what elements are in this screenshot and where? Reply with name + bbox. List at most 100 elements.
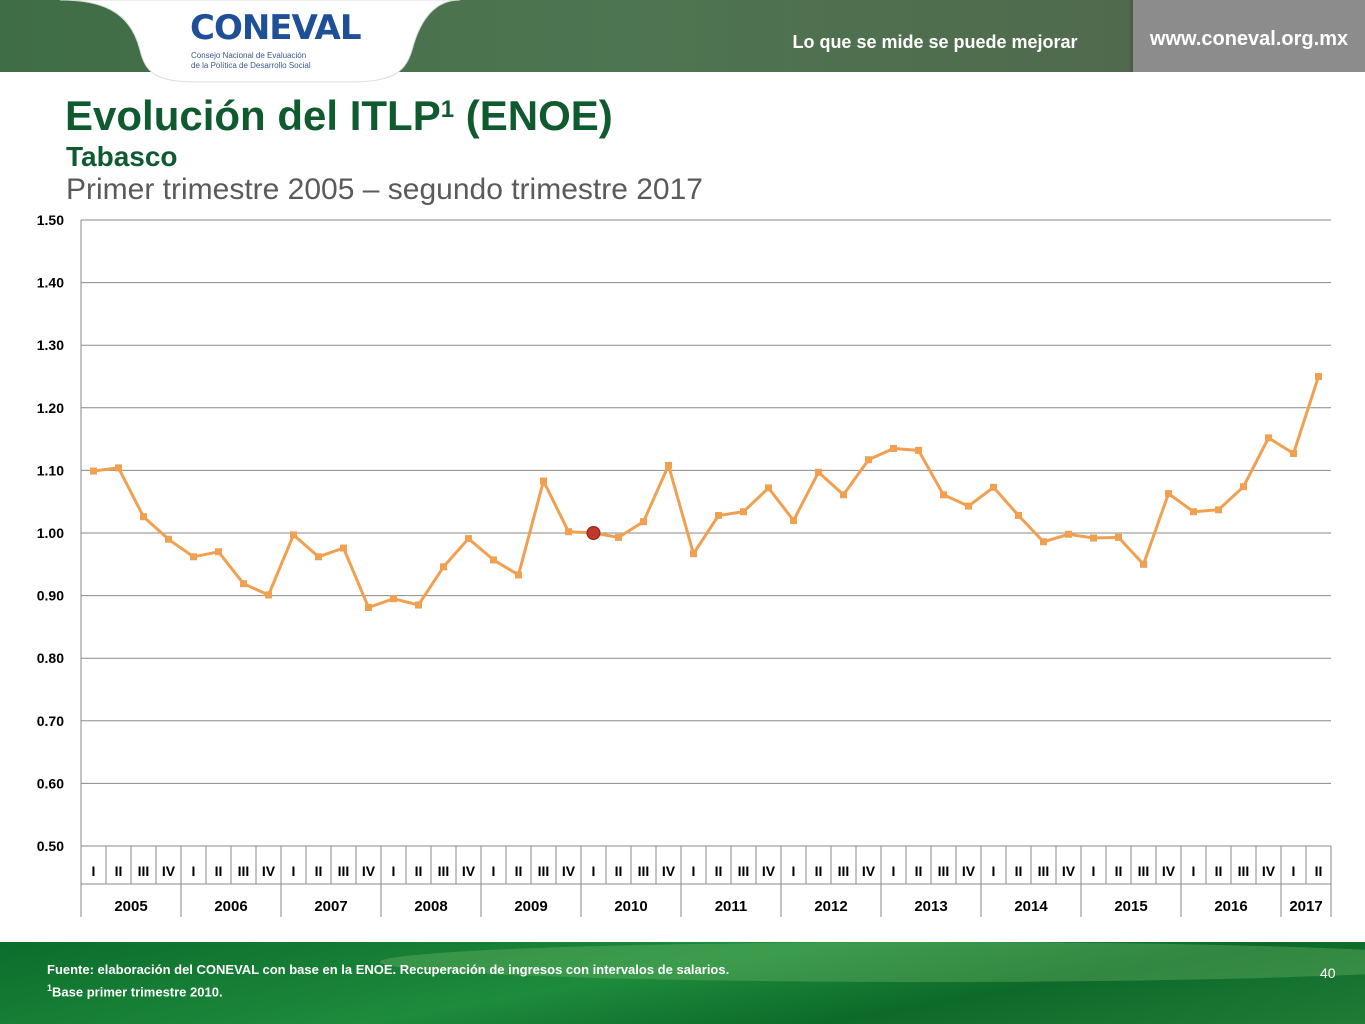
- data-point: [615, 533, 622, 541]
- quarter-label: III: [738, 863, 750, 879]
- quarter-label: II: [415, 863, 423, 879]
- state-subtitle: Tabasco: [66, 141, 178, 172]
- quarter-label: I: [492, 863, 496, 879]
- logo-subtitle-1: Consejo Nacional de Evaluación: [191, 51, 307, 60]
- quarter-label: IV: [1162, 863, 1176, 879]
- quarter-label: III: [638, 863, 650, 879]
- itlp-line-chart: 1.50 1.40 1.30 1.20 1.10 1.00 0.90 0.80 0.70 0.60…: [37, 212, 1332, 917]
- quarter-label: I: [692, 863, 696, 879]
- data-point: [690, 550, 697, 558]
- page-title: Evolución del ITLP1 (ENOE): [65, 92, 613, 140]
- quarter-label: II: [715, 863, 723, 879]
- quarter-label: II: [1215, 863, 1223, 879]
- quarter-label: III: [938, 863, 950, 879]
- data-point: [440, 563, 447, 571]
- y-tick-label: 1.40: [37, 275, 64, 291]
- data-point: [565, 528, 572, 536]
- y-tick-label: 1.20: [37, 400, 64, 416]
- quarter-label: IV: [162, 863, 176, 879]
- year-label: 2010: [614, 898, 647, 915]
- y-tick-label: 1.50: [37, 212, 64, 228]
- quarter-label: I: [392, 863, 396, 879]
- quarter-label: III: [138, 863, 150, 879]
- quarter-label: I: [592, 863, 596, 879]
- base-note-text: Base primer trimestre 2010.: [52, 984, 223, 1000]
- data-point: [165, 535, 172, 543]
- url-box: [1133, 0, 1365, 72]
- data-point: [415, 601, 422, 609]
- quarter-label: IV: [962, 863, 976, 879]
- data-point: [290, 531, 297, 539]
- data-point: [840, 491, 847, 499]
- data-point: [1140, 560, 1147, 568]
- year-label: 2009: [514, 898, 547, 915]
- data-point: [365, 603, 372, 611]
- y-tick-label: 0.60: [37, 775, 64, 791]
- quarter-label: III: [538, 863, 550, 879]
- data-point: [790, 516, 797, 524]
- data-point: [1265, 434, 1272, 442]
- quarter-label: III: [238, 863, 250, 879]
- quarter-label: III: [338, 863, 350, 879]
- data-point: [640, 518, 647, 526]
- quarter-label: IV: [462, 863, 476, 879]
- data-point: [915, 446, 922, 454]
- quarter-label: IV: [862, 863, 876, 879]
- y-tick-label: 1.10: [37, 462, 64, 478]
- data-point: [190, 553, 197, 561]
- data-point: [715, 511, 722, 519]
- quarter-label: III: [1238, 863, 1250, 879]
- quarter-label: IV: [662, 863, 676, 879]
- quarter-label: II: [1315, 863, 1323, 879]
- y-tick-label: 0.70: [37, 713, 64, 729]
- data-point: [1040, 538, 1047, 546]
- year-label: 2007: [314, 898, 347, 915]
- y-tick-label: 1.30: [37, 337, 64, 353]
- quarter-label: IV: [362, 863, 376, 879]
- data-point: [1290, 449, 1297, 457]
- quarter-label: I: [892, 863, 896, 879]
- coneval-logo: CONEVAL: [190, 8, 362, 48]
- footer-swoosh: [380, 942, 1365, 982]
- source-note: Fuente: elaboración del CONEVAL con base…: [47, 962, 730, 977]
- base-note-mark: 1: [47, 983, 53, 993]
- data-point: [815, 468, 822, 476]
- data-point: [465, 535, 472, 543]
- quarter-label: I: [292, 863, 296, 879]
- data-point: [265, 591, 272, 599]
- y-tick-label: 1.00: [37, 525, 64, 541]
- year-label: 2005: [114, 898, 147, 915]
- quarter-label: II: [815, 863, 823, 879]
- quarter-label: I: [1292, 863, 1296, 879]
- quarter-label: II: [615, 863, 623, 879]
- year-label: 2014: [1014, 898, 1048, 915]
- logo-subtitle-2: de la Política de Desarrollo Social: [191, 61, 311, 70]
- data-point: [390, 595, 397, 603]
- page-number: 40: [1320, 965, 1336, 981]
- quarter-label: I: [192, 863, 196, 879]
- data-point: [490, 556, 497, 564]
- quarter-label: IV: [1062, 863, 1076, 879]
- quarter-label: II: [215, 863, 223, 879]
- quarter-label: IV: [1262, 863, 1276, 879]
- data-point: [515, 571, 522, 579]
- title-suffix: (ENOE): [454, 92, 613, 139]
- data-point: [765, 484, 772, 492]
- data-point: [740, 508, 747, 516]
- quarter-label: III: [438, 863, 450, 879]
- data-point: [1190, 508, 1197, 516]
- quarter-label: I: [92, 863, 96, 879]
- base-period-marker: [586, 526, 601, 540]
- data-point: [665, 461, 672, 469]
- quarter-label: II: [315, 863, 323, 879]
- data-point: [940, 491, 947, 499]
- data-point: [1165, 490, 1172, 498]
- year-label: 2012: [814, 898, 847, 915]
- year-label: 2017: [1289, 898, 1322, 915]
- quarter-label: III: [1038, 863, 1050, 879]
- quarter-label: II: [115, 863, 123, 879]
- data-point: [315, 553, 322, 561]
- website-link[interactable]: www.coneval.org.mx: [1149, 28, 1349, 50]
- quarter-label: IV: [762, 863, 776, 879]
- data-point: [240, 580, 247, 588]
